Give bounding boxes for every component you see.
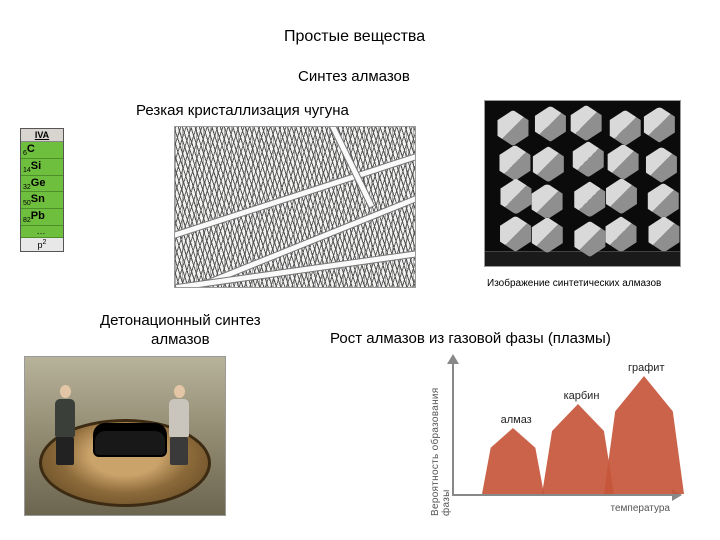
diamond-crystal: [495, 110, 531, 146]
chart-peak: [482, 428, 544, 494]
ptable-cell: 14Si: [21, 159, 63, 176]
ptable-ellipsis: …: [21, 226, 63, 238]
chart-peak-label: карбин: [564, 390, 600, 402]
page-title: Простые вещества: [284, 28, 425, 46]
caption-sem: Изображение синтетических алмазов: [487, 278, 661, 289]
diamond-crystal: [530, 146, 566, 182]
diamond-crystal: [572, 181, 608, 217]
chart-y-label: Вероятность образования фазы: [430, 374, 452, 516]
diamond-crystal: [532, 106, 568, 142]
diamond-crystal: [603, 216, 639, 252]
diamond-crystal: [607, 110, 643, 146]
image-cast-iron-micrograph: [174, 126, 416, 288]
ptable-cell: 82Pb: [21, 209, 63, 226]
heading-detonation: Детонационный синтезалмазов: [100, 312, 261, 350]
ptable-cell: 32Ge: [21, 176, 63, 193]
diamond-crystal: [570, 141, 606, 177]
page-subtitle: Синтез алмазов: [298, 68, 410, 85]
chart-peak-label: графит: [628, 362, 664, 374]
diamond-crystal: [529, 184, 565, 220]
ptable-cell: 6C: [21, 142, 63, 159]
diamond-crystal: [603, 178, 639, 214]
diamond-crystal: [643, 147, 679, 183]
chart-peak-label: алмаз: [501, 414, 532, 426]
heading-gas-phase: Рост алмазов из газовой фазы (плазмы): [330, 330, 611, 347]
chart-peak: [604, 376, 684, 494]
periodic-group-iv: IVA6C14Si32Ge50Sn82Pb…p2: [20, 128, 64, 252]
ptable-cell: 50Sn: [21, 192, 63, 209]
chart-peak: [542, 404, 614, 494]
chart-phase-probability: Вероятность образования фазы температура…: [424, 356, 680, 516]
diamond-crystal: [605, 144, 641, 180]
image-detonation-lab: [24, 356, 226, 516]
image-sem-diamonds: [484, 100, 681, 267]
diamond-crystal: [498, 178, 534, 214]
diamond-crystal: [641, 107, 677, 143]
diamond-crystal: [645, 183, 681, 219]
diamond-crystal: [568, 105, 604, 141]
ptable-footer: p2: [21, 238, 63, 251]
diamond-crystal: [646, 216, 681, 252]
diamond-crystal: [497, 145, 533, 181]
diamond-crystal: [498, 216, 534, 252]
ptable-header: IVA: [21, 129, 63, 142]
heading-cast-iron: Резкая кристаллизация чугуна: [136, 102, 349, 119]
chart-x-label: температура: [611, 503, 671, 514]
diamond-crystal: [529, 217, 565, 253]
